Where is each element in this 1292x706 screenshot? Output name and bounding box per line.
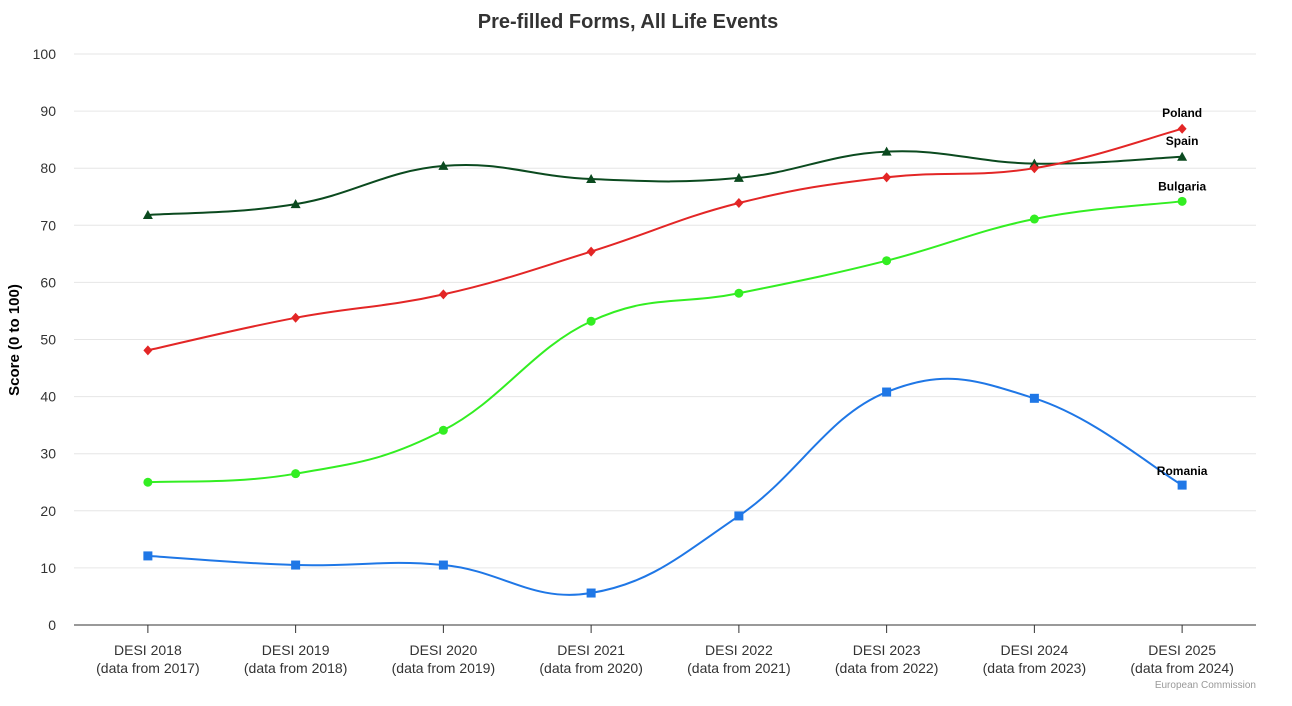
series-group: Spain Poland Bulgaria Romania bbox=[142, 106, 1208, 598]
spain-point bbox=[881, 146, 892, 156]
romania-point bbox=[1177, 480, 1187, 490]
x-tick-label: (data from 2020) bbox=[539, 660, 643, 676]
y-tick-label: 90 bbox=[40, 103, 56, 119]
poland-point bbox=[1029, 163, 1039, 174]
y-tick-label: 100 bbox=[33, 46, 57, 62]
bulgaria-point bbox=[734, 288, 744, 298]
y-tick-label: 30 bbox=[40, 446, 56, 462]
series-line-bulgaria bbox=[147, 200, 1183, 484]
series-romania: Romania bbox=[143, 377, 1208, 598]
poland-point bbox=[1177, 123, 1187, 134]
x-axis: DESI 2018 (data from 2017) DESI 2019 (data … bbox=[74, 624, 1256, 676]
spain-point bbox=[290, 199, 301, 209]
x-tick-label: (data from 2019) bbox=[392, 660, 496, 676]
credit-text: European Commission bbox=[1155, 680, 1256, 691]
poland-point bbox=[143, 345, 153, 356]
bulgaria-point bbox=[1029, 214, 1039, 224]
series-line-poland bbox=[147, 127, 1183, 352]
poland-point bbox=[438, 289, 448, 300]
poland-point bbox=[291, 312, 301, 323]
poland-point bbox=[882, 172, 892, 183]
y-tick-label: 60 bbox=[40, 274, 56, 290]
y-tick-label: 40 bbox=[40, 389, 56, 405]
x-tick-label: DESI 2019 bbox=[262, 642, 330, 658]
romania-point bbox=[438, 560, 448, 570]
spain-point bbox=[142, 210, 153, 220]
spain-point bbox=[586, 174, 597, 184]
series-bulgaria: Bulgaria bbox=[143, 179, 1206, 487]
romania-point bbox=[734, 511, 744, 521]
series-line-spain bbox=[147, 150, 1183, 217]
x-tick-label: DESI 2025 bbox=[1148, 642, 1216, 658]
chart-title: Pre-filled Forms, All Life Events bbox=[478, 11, 778, 33]
series-label-poland: Poland bbox=[1162, 106, 1202, 120]
bulgaria-point bbox=[143, 477, 153, 487]
poland-point bbox=[734, 198, 744, 209]
x-tick-label: DESI 2020 bbox=[410, 642, 478, 658]
y-axis-ticks: 0 10 20 30 40 50 60 70 80 90 100 bbox=[33, 46, 57, 633]
x-tick-label: DESI 2022 bbox=[705, 642, 773, 658]
bulgaria-point bbox=[586, 316, 596, 326]
spain-point bbox=[438, 160, 449, 170]
x-tick-label: DESI 2023 bbox=[853, 642, 921, 658]
bulgaria-point bbox=[882, 256, 892, 266]
x-tick-label: DESI 2021 bbox=[557, 642, 625, 658]
romania-point bbox=[586, 588, 596, 598]
spain-point bbox=[1177, 151, 1188, 161]
y-tick-label: 50 bbox=[40, 332, 56, 348]
romania-point bbox=[1029, 393, 1039, 403]
gridlines bbox=[74, 53, 1256, 569]
series-line-romania bbox=[147, 377, 1183, 596]
poland-point bbox=[586, 246, 596, 257]
series-spain: Spain bbox=[142, 134, 1199, 220]
x-tick-label: (data from 2024) bbox=[1130, 660, 1234, 676]
romania-point bbox=[143, 551, 153, 561]
x-tick-label: DESI 2018 bbox=[114, 642, 182, 658]
y-tick-label: 20 bbox=[40, 503, 56, 519]
spain-point bbox=[733, 172, 744, 182]
bulgaria-point bbox=[291, 469, 301, 479]
bulgaria-point bbox=[438, 425, 448, 435]
y-tick-label: 10 bbox=[40, 560, 56, 576]
x-tick-label: (data from 2017) bbox=[96, 660, 200, 676]
x-tick-label: (data from 2018) bbox=[244, 660, 348, 676]
y-tick-label: 0 bbox=[48, 617, 56, 633]
series-label-spain: Spain bbox=[1166, 134, 1199, 148]
romania-point bbox=[291, 560, 301, 570]
x-tick-label: (data from 2022) bbox=[835, 660, 939, 676]
x-tick-label: (data from 2021) bbox=[687, 660, 791, 676]
series-label-bulgaria: Bulgaria bbox=[1158, 179, 1206, 193]
series-label-romania: Romania bbox=[1157, 464, 1208, 478]
y-tick-label: 70 bbox=[40, 217, 56, 233]
x-tick-label: (data from 2023) bbox=[983, 660, 1087, 676]
series-poland: Poland bbox=[143, 106, 1202, 356]
y-axis-label: Score (0 to 100) bbox=[6, 284, 23, 396]
spain-point bbox=[1029, 158, 1040, 168]
bulgaria-point bbox=[1177, 196, 1187, 206]
romania-point bbox=[882, 387, 892, 397]
y-tick-label: 80 bbox=[40, 160, 56, 176]
x-tick-label: DESI 2024 bbox=[1001, 642, 1069, 658]
